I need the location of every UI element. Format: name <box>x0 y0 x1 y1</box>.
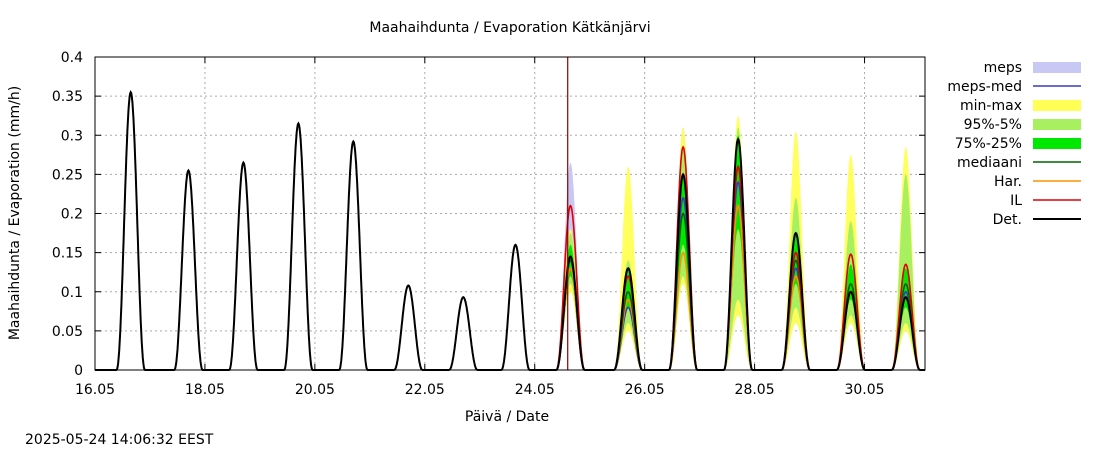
x-tick-label: 28.05 <box>735 382 775 398</box>
y-tick-label: 0.2 <box>61 207 83 223</box>
chart-title: Maahaihdunta / Evaporation Kätkänjärvi <box>369 20 650 36</box>
legend-label: meps-med <box>947 79 1022 95</box>
x-tick-label: 16.05 <box>75 382 115 398</box>
p75-p25-band <box>554 135 925 370</box>
y-axis-ticks: 0 0.05 0.1 0.15 0.2 0.25 0.3 0.35 0.4 <box>52 50 925 379</box>
legend-swatch <box>1033 138 1081 149</box>
x-tick-label: 22.05 <box>405 382 445 398</box>
y-tick-label: 0.4 <box>61 50 83 66</box>
legend-label: Det. <box>993 212 1022 228</box>
x-tick-label: 18.05 <box>185 382 225 398</box>
legend-swatch <box>1033 100 1081 111</box>
det-line <box>95 89 925 371</box>
x-tick-label: 30.05 <box>844 382 884 398</box>
legend-label: min-max <box>960 98 1022 114</box>
legend-label: meps <box>984 60 1022 76</box>
legend-swatch <box>1033 62 1081 73</box>
y-tick-label: 0.3 <box>61 128 83 144</box>
x-axis-label: Päivä / Date <box>465 409 549 425</box>
y-tick-label: 0.25 <box>52 167 83 183</box>
legend-label: 95%-5% <box>964 117 1022 133</box>
y-tick-label: 0.05 <box>52 324 83 340</box>
forecast-bands <box>554 115 925 371</box>
legend-label: mediaani <box>957 155 1022 171</box>
y-tick-label: 0.35 <box>52 89 83 105</box>
series-lines <box>95 57 925 371</box>
y-tick-label: 0.1 <box>61 285 83 301</box>
y-tick-label: 0.15 <box>52 246 83 262</box>
legend-label: IL <box>1010 193 1022 209</box>
x-axis-ticks: 16.05 18.05 20.05 22.05 24.05 26.05 28.05 30.05 <box>75 57 885 398</box>
legend-swatch <box>1033 119 1081 130</box>
p95-p5-band <box>554 127 925 371</box>
y-tick-label: 0 <box>74 363 83 379</box>
legend-label: 75%-25% <box>955 136 1022 152</box>
x-tick-label: 24.05 <box>515 382 555 398</box>
legend: meps meps-med min-max 95%-5% 75%-25% mediaani… <box>947 60 1081 228</box>
legend-label: Har. <box>994 174 1022 190</box>
x-tick-label: 26.05 <box>625 382 665 398</box>
y-axis-label: Maahaihdunta / Evaporation (mm/h) <box>7 86 23 340</box>
x-tick-label: 20.05 <box>295 382 335 398</box>
timestamp: 2025-05-24 14:06:32 EEST <box>25 432 214 448</box>
